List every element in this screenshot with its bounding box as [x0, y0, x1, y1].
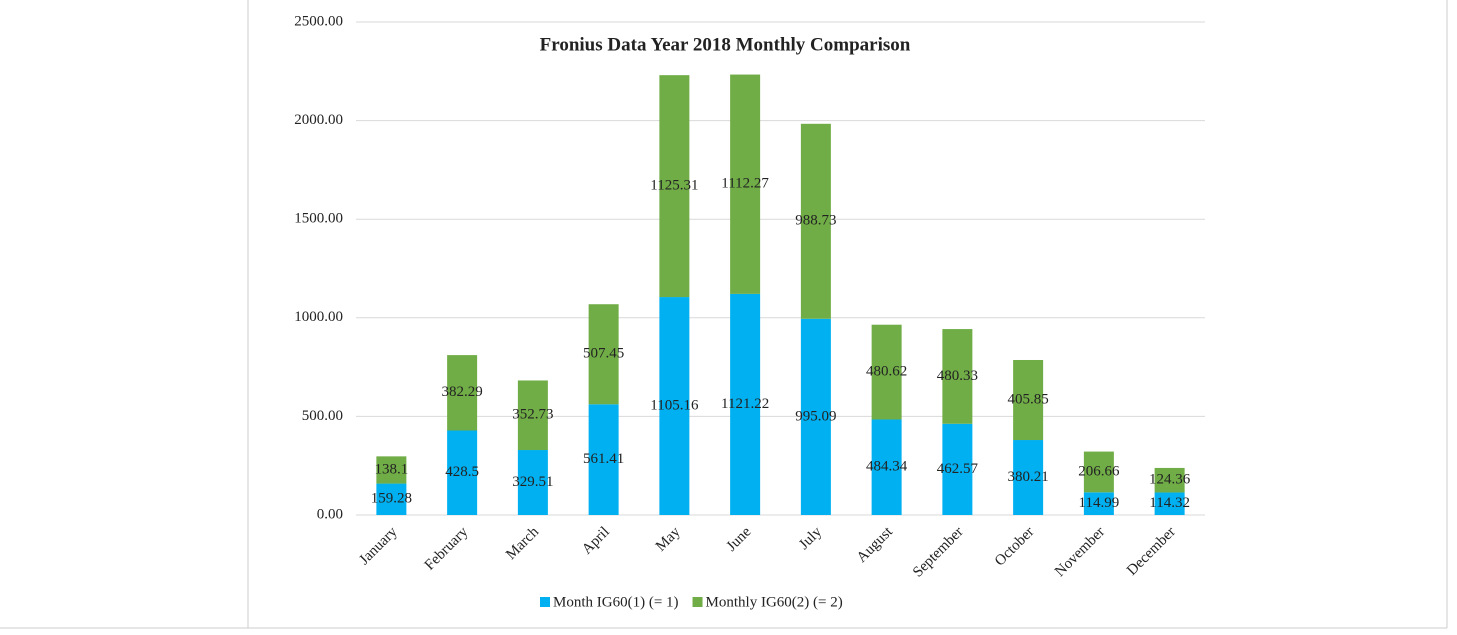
bar-segment [871, 419, 902, 515]
bar-segment [1013, 440, 1044, 515]
chart-title: Fronius Data Year 2018 Monthly Compariso… [540, 34, 911, 55]
bar-segment [1013, 359, 1044, 441]
bar-segment [730, 293, 761, 515]
data-label: 484.34 [866, 459, 908, 475]
bar-segment [376, 456, 407, 484]
x-tick-label: July [796, 524, 825, 553]
data-label: 462.57 [937, 461, 979, 477]
y-tick-label: 2000.00 [294, 112, 343, 128]
x-tick-label: December [1124, 524, 1179, 579]
bar-segment [1154, 467, 1185, 493]
data-label: 124.36 [1149, 472, 1191, 488]
y-tick-label: 2500.00 [294, 13, 343, 29]
data-label: 995.09 [795, 408, 836, 424]
legend-swatch [692, 597, 703, 607]
bar-segment [942, 423, 973, 515]
y-tick-label: 1500.00 [294, 211, 343, 227]
bar-segment [1083, 492, 1114, 515]
data-label: 382.29 [442, 384, 483, 400]
y-tick-label: 1000.00 [294, 309, 343, 325]
x-tick-label: June [724, 524, 755, 555]
x-tick-label: May [653, 524, 684, 555]
data-label: 507.45 [583, 346, 624, 362]
bar-segment [588, 304, 619, 405]
data-label: 114.32 [1149, 495, 1190, 511]
bar-segment [800, 123, 831, 319]
bar-segment [1083, 451, 1114, 493]
x-tick-label: November [1052, 524, 1108, 580]
data-label: 138.1 [375, 461, 409, 477]
data-label: 380.21 [1008, 469, 1049, 485]
bar-segment [942, 329, 973, 424]
data-label: 352.73 [512, 407, 553, 423]
x-tick-label: September [910, 524, 967, 581]
legend-label: Monthly IG60(2) (= 2) [706, 594, 843, 610]
data-label: 405.85 [1008, 391, 1049, 407]
x-tick-label: February [422, 524, 472, 574]
data-label: 480.33 [937, 368, 978, 384]
bar-segment [376, 483, 407, 515]
x-tick-label: January [356, 524, 401, 569]
data-label: 1112.27 [721, 176, 769, 192]
x-tick-label: August [854, 523, 897, 566]
bar-segment [659, 297, 690, 515]
data-label: 561.41 [583, 451, 624, 467]
bar-segment [730, 74, 761, 294]
x-tick-label: October [992, 524, 1037, 569]
bar-segment [800, 318, 831, 515]
data-label: 114.99 [1079, 495, 1120, 511]
bar-segment [871, 324, 902, 420]
bar-segment [588, 404, 619, 515]
data-label: 988.73 [795, 213, 836, 229]
legend-label: Month IG60(1) (= 1) [553, 594, 679, 610]
data-label: 206.66 [1078, 463, 1120, 479]
data-label: 428.5 [445, 464, 479, 480]
data-label: 1105.16 [650, 397, 699, 413]
bar-segment [447, 355, 478, 431]
data-label: 480.62 [866, 364, 907, 380]
y-tick-label: 500.00 [302, 408, 343, 424]
bar-segment [1154, 492, 1185, 515]
x-tick-label: March [503, 524, 542, 563]
bar-segment [447, 430, 478, 515]
data-label: 1121.22 [721, 396, 769, 412]
bar-segment [517, 450, 548, 515]
data-label: 1125.31 [650, 178, 698, 194]
bar-segment [659, 75, 690, 298]
data-label: 329.51 [512, 474, 553, 490]
x-tick-label: April [579, 524, 613, 558]
legend-swatch [540, 597, 550, 607]
y-tick-label: 0.00 [317, 506, 343, 522]
data-label: 159.28 [371, 491, 412, 507]
bar-segment [517, 380, 548, 451]
